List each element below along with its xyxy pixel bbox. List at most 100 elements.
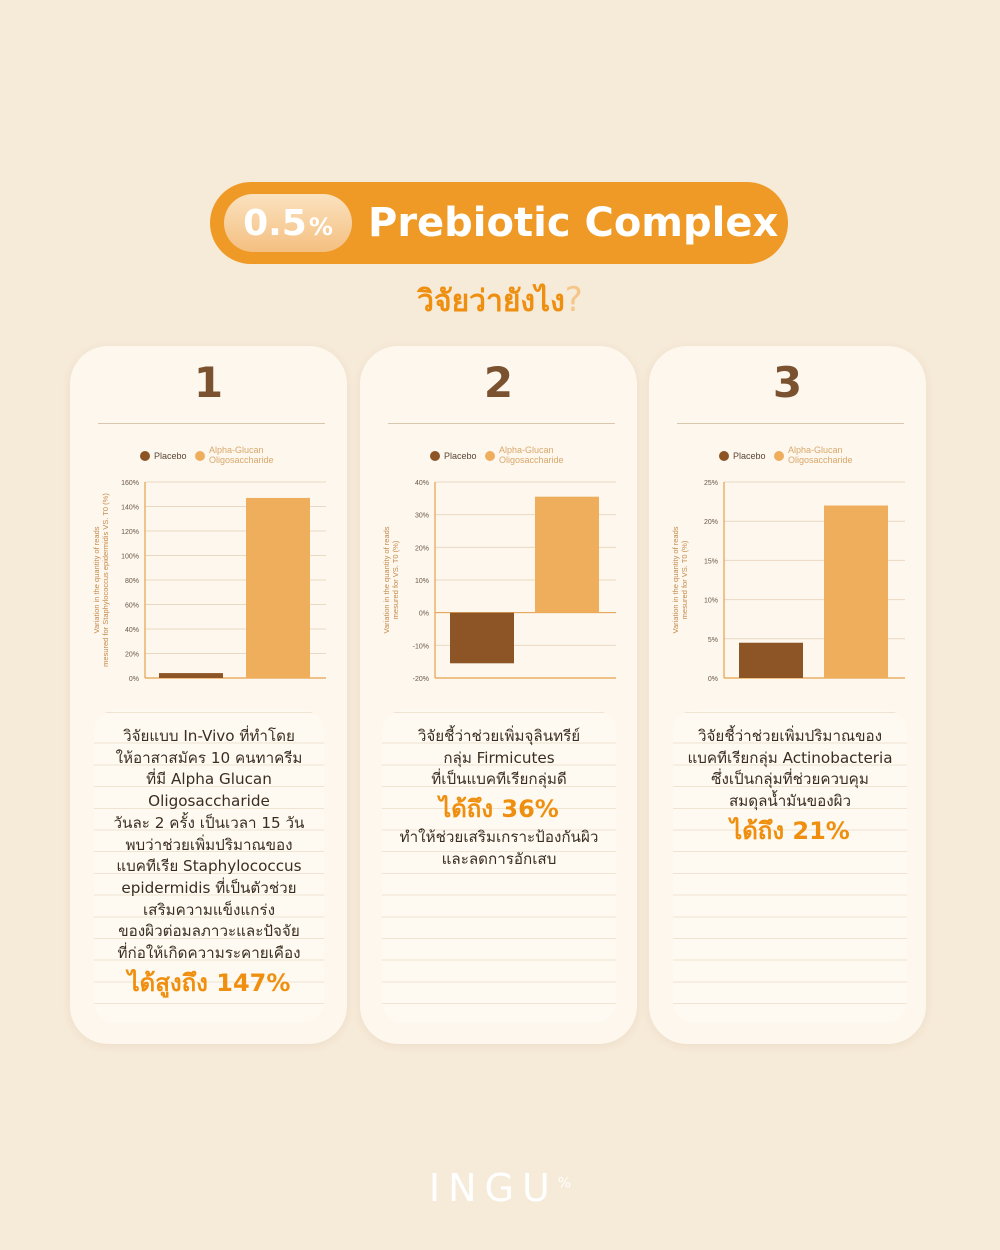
card-divider [98,423,325,424]
subtitle-text: วิจัยว่ายังไง [417,284,565,319]
legend-entry: Alpha-Glucan Oligosaccharide [485,445,564,465]
description-box: วิจัยชี้ว่าช่วยเพิ่มปริมาณของแบคทีเรียกล… [673,710,907,1023]
description-line: ทำให้ช่วยเสริมเกราะป้องกันผิว [399,828,599,847]
bar-alpha-glucan [535,496,599,613]
card-divider [388,423,615,424]
y-tick-label: 25% [704,480,718,487]
legend-entry: Placebo [430,451,477,461]
y-tick-label: 160% [121,480,139,487]
description-line: วิจัยชี้ว่าช่วยเพิ่มปริมาณของ [698,727,882,745]
legend-entry: Placebo [719,451,766,461]
ruled-lines [382,710,616,1023]
y-tick-label: 30% [415,513,429,520]
description-box: วิจัยชี้ว่าช่วยเพิ่มจุลินทรีย์กลุ่ม Firm… [382,710,616,1023]
legend-swatch [774,451,784,461]
description-box: วิจัยแบบ In-Vivo ที่ทำโดยให้อาสาสมัคร 10… [94,710,324,1023]
legend-entry: Placebo [140,451,187,461]
description-line: พบว่าช่วยเพิ่มปริมาณของ [125,835,293,854]
y-tick-label: 80% [125,578,139,585]
bar-placebo [739,642,803,678]
y-tick-label: 60% [125,603,139,610]
legend-label: Placebo [154,451,187,461]
card-number: 2 [483,358,514,407]
y-tick-label: 120% [121,529,139,536]
y-tick-label: 10% [415,578,429,585]
ruled-lines [673,710,907,1023]
y-tick-label: 5% [708,637,718,644]
brand-logo: INGU% [0,1166,1000,1210]
y-tick-label: -10% [413,643,429,650]
y-axis-label: Variation in the quantity of readsmesure… [382,526,400,633]
chart-1: Placebo Alpha-Glucan Oligosaccharide 0% 20% 4… [92,445,326,683]
ruled-lines [94,710,324,1023]
description-line: ให้อาสาสมัคร 10 คนทาครีม [115,748,303,767]
y-tick-label: 20% [704,519,718,526]
description-line: วันละ 2 ครั้ง เป็นเวลา 15 วัน [113,813,305,832]
legend-label: Placebo [444,451,477,461]
y-tick-label: 20% [125,652,139,659]
y-axis-label: Variation in the quantity of readsmesure… [671,526,689,633]
y-tick-label: 40% [415,480,429,487]
description-line: ของผิวต่อมลภาวะและปัจจัย [118,922,300,941]
y-tick-label: 40% [125,627,139,634]
badge-unit: % [308,213,333,241]
y-tick-label: 15% [704,558,718,565]
y-tick-label: -20% [413,676,429,683]
legend-label: Alpha-Glucan Oligosaccharide [499,445,564,465]
description-line: สมดุลน้ำมันของผิว [728,792,852,811]
bar-alpha-glucan [824,505,888,678]
description-line: และลดการอักเสบ [441,849,557,868]
concentration-badge: 0.5% [224,194,352,252]
result-highlight: ได้ถึง 21% [730,816,850,845]
description-line: เสริมความแข็งแกร่ง [142,900,275,919]
card-number: 3 [772,358,803,407]
legend-label: Placebo [733,451,766,461]
result-highlight: ได้ถึง 36% [439,795,559,824]
legend-swatch [140,451,150,461]
description-line: กลุ่ม Firmicutes [443,748,555,767]
description-line: Oligosaccharide [148,792,270,811]
brand-logo-mark: % [557,1175,572,1192]
description-line: ซึ่งเป็นกลุ่มที่ช่วยควบคุม [711,770,869,789]
description-line: แบคทีเรีย Staphylococcus [116,857,302,876]
description-line: แบคทีเรียกลุ่ม Actinobacteria [687,748,893,767]
legend-entry: Alpha-Glucan Oligosaccharide [195,445,274,465]
legend-swatch [719,451,729,461]
card-divider [677,423,904,424]
legend-swatch [485,451,495,461]
y-axis-label: Variation in the quantity of readsmesure… [92,493,110,667]
description-line: ที่มี Alpha Glucan [146,770,272,789]
y-tick-label: 20% [415,545,429,552]
chart-2: Placebo Alpha-Glucan Oligosaccharide -20% -1… [382,445,616,683]
y-tick-label: 0% [129,676,139,683]
legend-label: Alpha-Glucan Oligosaccharide [788,445,853,465]
description-line: ที่เป็นแบคทีเรียกลุ่มดี [431,770,567,789]
y-tick-label: 10% [704,598,718,605]
page-title: Prebiotic Complex [368,200,779,246]
description-line: วิจัยแบบ In-Vivo ที่ทำโดย [123,727,295,745]
bar-alpha-glucan [246,497,310,678]
brand-logo-text: INGU [428,1166,558,1210]
description-text: วิจัยชี้ว่าช่วยเพิ่มจุลินทรีย์กลุ่ม Firm… [382,710,616,871]
legend-entry: Alpha-Glucan Oligosaccharide [774,445,853,465]
description-line: epidermidis ที่เป็นตัวช่วย [121,878,297,897]
legend-swatch [430,451,440,461]
legend-swatch [195,451,205,461]
title-pill: 0.5% Prebiotic Complex [210,182,788,264]
description-line: วิจัยชี้ว่าช่วยเพิ่มจุลินทรีย์ [417,727,581,745]
legend-label: Alpha-Glucan Oligosaccharide [209,445,274,465]
description-text: วิจัยชี้ว่าช่วยเพิ่มปริมาณของแบคทีเรียกล… [673,710,907,849]
badge-value: 0.5 [243,202,307,244]
page-subtitle: วิจัยว่ายังไง? [0,278,1000,325]
description-text: วิจัยแบบ In-Vivo ที่ทำโดยให้อาสาสมัคร 10… [94,710,324,1001]
y-tick-label: 0% [419,611,429,618]
bar-placebo [450,612,514,664]
bar-placebo [159,673,223,678]
description-line: ที่ก่อให้เกิดความระคายเคือง [117,944,301,963]
card-number: 1 [193,358,224,407]
question-mark-icon: ? [564,280,583,320]
y-tick-label: 100% [121,554,139,561]
chart-3: Placebo Alpha-Glucan Oligosaccharide 0% 5% 10… [671,445,905,683]
y-tick-label: 0% [708,676,718,683]
y-tick-label: 140% [121,505,139,512]
